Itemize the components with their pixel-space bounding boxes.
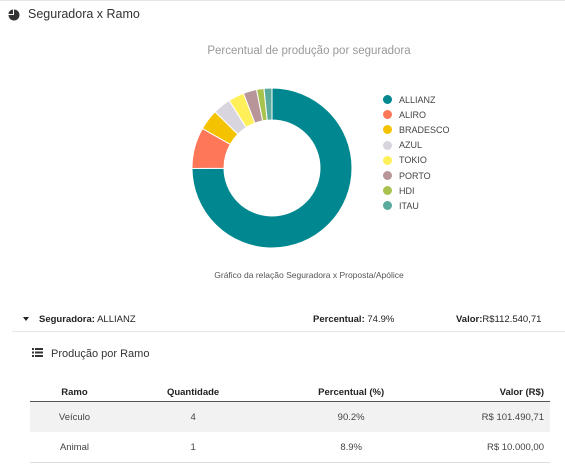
legend-label: BRADESCO	[399, 124, 450, 135]
col-valor[interactable]: Valor (R$)	[435, 384, 550, 402]
legend-label: ITAU	[399, 200, 419, 211]
cell-ramo: Veículo	[30, 401, 119, 432]
summary-percent-label: Percentual:	[313, 313, 365, 325]
chart-caption: Gráfico da relação Seguradora x Proposta…	[214, 270, 404, 280]
legend-label: HDI	[399, 185, 415, 196]
legend-item-porto[interactable]: PORTO	[383, 168, 450, 183]
cell-percentual: 8.9%	[267, 432, 436, 463]
summary-divider	[12, 331, 565, 332]
cell-valor: R$ 101.490,71	[435, 401, 550, 432]
legend-label: TOKIO	[399, 155, 427, 166]
legend-swatch	[383, 155, 392, 165]
pie-chart-icon	[8, 8, 20, 21]
chart-legend: ALLIANZ ALIRO BRADESCO AZUL TOKIO PORTO HDI ITA…	[383, 92, 450, 214]
col-ramo[interactable]: Ramo	[30, 384, 119, 402]
legend-item-aliro[interactable]: ALIRO	[383, 107, 450, 122]
legend-swatch	[383, 140, 392, 150]
summary-insurer-value: ALLIANZ	[97, 313, 136, 325]
legend-label: PORTO	[399, 170, 431, 181]
cell-quantidade: 4	[118, 401, 268, 432]
summary-value-amount: R$112.540,71	[482, 313, 542, 325]
legend-item-azul[interactable]: AZUL	[383, 138, 450, 153]
col-percentual[interactable]: Percentual (%)	[267, 384, 436, 402]
slice-allianz[interactable]	[192, 88, 352, 248]
production-table: Ramo Quantidade Percentual (%) Valor (R$…	[30, 384, 550, 463]
legend-item-itau[interactable]: ITAU	[383, 198, 450, 213]
table-header-row: Ramo Quantidade Percentual (%) Valor (R$…	[30, 384, 550, 402]
section-header: Seguradora x Ramo	[8, 5, 140, 23]
legend-item-allianz[interactable]: ALLIANZ	[383, 92, 450, 107]
legend-label: ALIRO	[399, 109, 427, 120]
summary-value: Valor:R$112.540,71	[456, 314, 541, 325]
cell-quantidade: 1	[118, 432, 268, 463]
table-row: Animal 1 8.9% R$ 10.000,00	[30, 432, 550, 463]
summary-insurer: Seguradora: ALLIANZ	[39, 314, 136, 325]
section-title: Seguradora x Ramo	[28, 7, 140, 21]
legend-swatch	[383, 201, 392, 211]
legend-item-tokio[interactable]: TOKIO	[383, 153, 450, 168]
legend-item-bradesco[interactable]: BRADESCO	[383, 122, 450, 137]
summary-value-label: Valor:	[456, 313, 483, 325]
cell-valor: R$ 10.000,00	[435, 432, 550, 463]
legend-swatch	[383, 171, 392, 181]
legend-item-hdi[interactable]: HDI	[383, 183, 450, 198]
cell-percentual: 90.2%	[267, 401, 436, 432]
insurer-summary-row[interactable]: Seguradora: ALLIANZ Percentual: 74.9% Va…	[20, 308, 560, 330]
col-quantidade[interactable]: Quantidade	[118, 384, 268, 402]
top-divider	[0, 0, 565, 1]
legend-swatch	[383, 125, 392, 135]
slice-itau[interactable]	[263, 88, 273, 121]
summary-percent-value: 74.9%	[367, 313, 395, 325]
summary-percent: Percentual: 74.9%	[313, 314, 394, 325]
legend-label: AZUL	[399, 140, 423, 151]
legend-label: ALLIANZ	[399, 94, 436, 105]
chart-title: Percentual de produção por seguradora	[207, 45, 411, 57]
donut-chart[interactable]	[192, 88, 352, 248]
legend-swatch	[383, 110, 392, 120]
cell-ramo: Animal	[30, 432, 119, 463]
production-header: Produção por Ramo	[32, 348, 149, 360]
legend-swatch	[383, 95, 392, 105]
table-row: Veículo 4 90.2% R$ 101.490,71	[30, 401, 550, 432]
caret-down-icon[interactable]	[23, 317, 29, 321]
production-title: Produção por Ramo	[51, 348, 150, 360]
summary-insurer-label: Seguradora:	[39, 313, 95, 325]
list-icon	[32, 348, 43, 360]
legend-swatch	[383, 186, 392, 196]
